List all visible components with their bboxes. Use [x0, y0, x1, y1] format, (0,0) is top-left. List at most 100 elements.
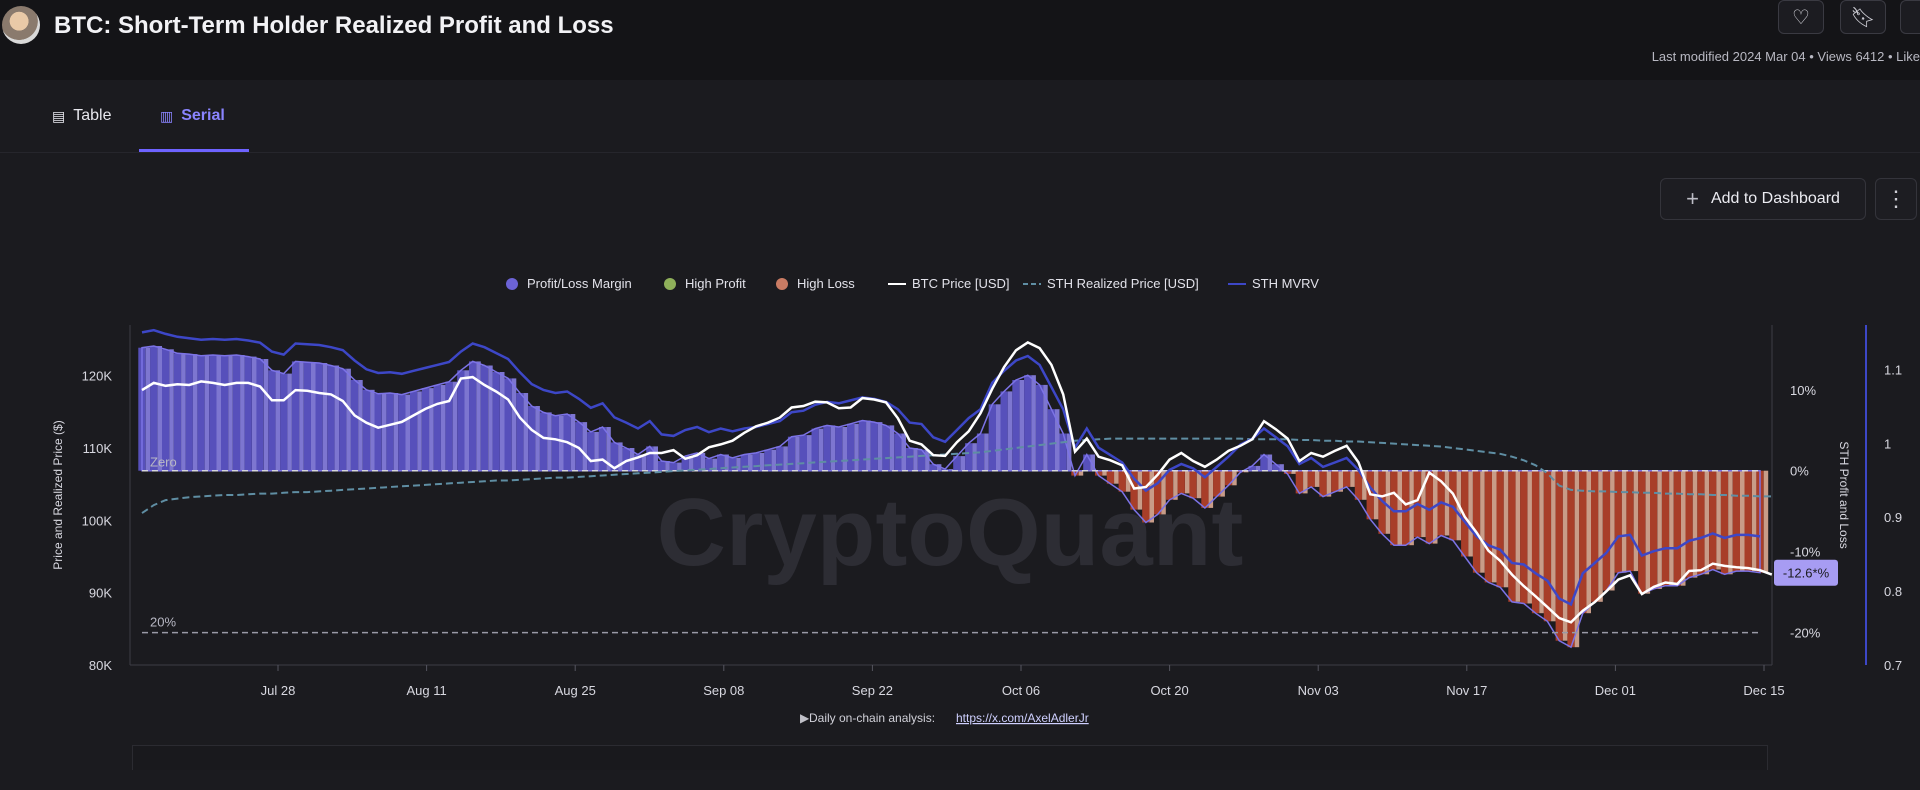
margin-bar: [1295, 470, 1303, 494]
margin-bar: [1685, 470, 1693, 578]
margin-bar: [1012, 380, 1020, 471]
margin-bar: [1260, 454, 1268, 471]
margin-bar-stripe: [1492, 470, 1497, 583]
margin-bar-stripe: [771, 449, 777, 471]
margin-bar-stripe: [488, 365, 493, 471]
margin-bar: [1142, 470, 1150, 523]
margin-bar-stripe: [1338, 470, 1343, 492]
margin-bar-stripe: [452, 381, 458, 471]
margin-bar: [1661, 470, 1670, 586]
margin-bar-stripe: [1385, 470, 1391, 534]
legend-item-label: STH MVRV: [1252, 276, 1319, 291]
margin-bar-stripe: [559, 415, 564, 471]
like-button[interactable]: ♡: [1778, 0, 1824, 34]
add-button-label: Add to Dashboard: [1710, 190, 1840, 207]
navigator-strip[interactable]: [132, 745, 1768, 770]
margin-bar: [1626, 470, 1634, 572]
margin-bar-stripe: [204, 355, 210, 471]
margin-bar-stripe: [511, 378, 517, 471]
tab-table[interactable]: ▤ Table: [52, 107, 111, 125]
left-axis-tick-label: 110K: [83, 441, 113, 456]
margin-bar-stripe: [594, 431, 599, 471]
x-axis-tick-label: Aug 11: [406, 683, 446, 698]
mvrv-axis-tick-label: 0.7: [1884, 658, 1902, 673]
margin-bar: [1118, 470, 1126, 492]
margin-bar: [1059, 433, 1067, 471]
margin-bar-stripe: [936, 464, 942, 471]
margin-bar-stripe: [1291, 470, 1296, 474]
tab-serial[interactable]: ▥ Serial: [160, 107, 225, 125]
margin-bar: [457, 370, 465, 471]
margin-bar: [1354, 470, 1363, 500]
margin-bar-stripe: [1350, 470, 1355, 487]
margin-bar: [1602, 470, 1611, 591]
margin-bar: [1402, 470, 1410, 546]
margin-bar-stripe: [700, 452, 706, 471]
margin-bar: [1106, 470, 1115, 484]
add-to-dashboard-button[interactable]: + Add to Dashboard: [1660, 178, 1866, 220]
x-axis-tick-label: Dec 01: [1595, 683, 1636, 698]
margin-bar: [1272, 464, 1280, 471]
more-options-button[interactable]: ⋮: [1875, 178, 1917, 220]
margin-bar-stripe: [618, 442, 623, 471]
mvrv-axis-tick-label: 1: [1884, 436, 1891, 451]
margin-bar-stripe: [1586, 470, 1591, 614]
margin-bar-stripe: [1125, 470, 1131, 492]
margin-bar: [1472, 470, 1481, 573]
margin-bar: [681, 456, 689, 471]
margin-bar: [185, 354, 193, 471]
view-tabs: ▤ Table ▥ Serial: [0, 80, 1920, 153]
margin-bar-stripe: [523, 393, 529, 471]
margin-bar-stripe: [736, 457, 741, 471]
margin-bar-stripe: [960, 456, 966, 471]
margin-bar: [1343, 470, 1351, 487]
margin-bar-stripe: [570, 414, 576, 471]
margin-bar-stripe: [405, 394, 410, 471]
margin-bar-stripe: [157, 346, 162, 471]
margin-bar: [575, 422, 583, 471]
margin-bar: [551, 415, 559, 471]
margin-bar: [799, 435, 807, 471]
margin-bar: [740, 454, 748, 471]
margin-bar-stripe: [1043, 384, 1048, 471]
margin-bar: [492, 372, 500, 471]
margin-bar: [1697, 470, 1705, 575]
margin-bar: [209, 355, 217, 471]
margin-bar-stripe: [795, 436, 800, 471]
margin-bar-stripe: [1279, 464, 1284, 471]
margin-bar-stripe: [1173, 470, 1178, 500]
margin-bar: [1047, 409, 1055, 471]
footer-link[interactable]: https://x.com/AxelAdlerJr: [956, 711, 1089, 725]
margin-bar-stripe: [145, 347, 151, 471]
margin-bar: [1035, 384, 1044, 471]
margin-bar: [1591, 470, 1599, 602]
margin-bar: [658, 461, 666, 471]
margin-bar: [504, 378, 512, 471]
margin-bar: [232, 355, 241, 471]
right-axis-tick-label: 10%: [1790, 383, 1816, 398]
margin-bar: [1000, 391, 1008, 471]
margin-bar: [528, 406, 536, 471]
margin-bar: [173, 353, 182, 471]
avatar[interactable]: [2, 6, 40, 44]
margin-bar: [280, 373, 288, 471]
share-button[interactable]: [1900, 0, 1920, 34]
margin-bar-stripe: [1114, 470, 1119, 484]
margin-bar: [610, 442, 618, 471]
margin-bar-stripe: [1728, 470, 1733, 575]
margin-bar-stripe: [464, 370, 469, 471]
margin-bar-stripe: [1468, 470, 1473, 557]
margin-bar-stripe: [252, 356, 257, 471]
margin-bar: [1638, 470, 1646, 594]
profit-loss-margin-area: [141, 345, 1761, 649]
margin-bar: [256, 359, 264, 471]
margin-bar-stripe: [677, 462, 682, 471]
margin-bar-stripe: [535, 406, 540, 471]
margin-bar-stripe: [1681, 470, 1686, 586]
margin-bar-stripe: [1704, 470, 1710, 575]
x-axis-tick-label: Nov 03: [1298, 683, 1339, 698]
margin-bar-stripe: [1397, 470, 1402, 546]
bookmark-button[interactable]: 🔖︎: [1840, 0, 1886, 34]
margin-bar: [953, 456, 961, 471]
margin-bar-stripe: [830, 425, 836, 471]
